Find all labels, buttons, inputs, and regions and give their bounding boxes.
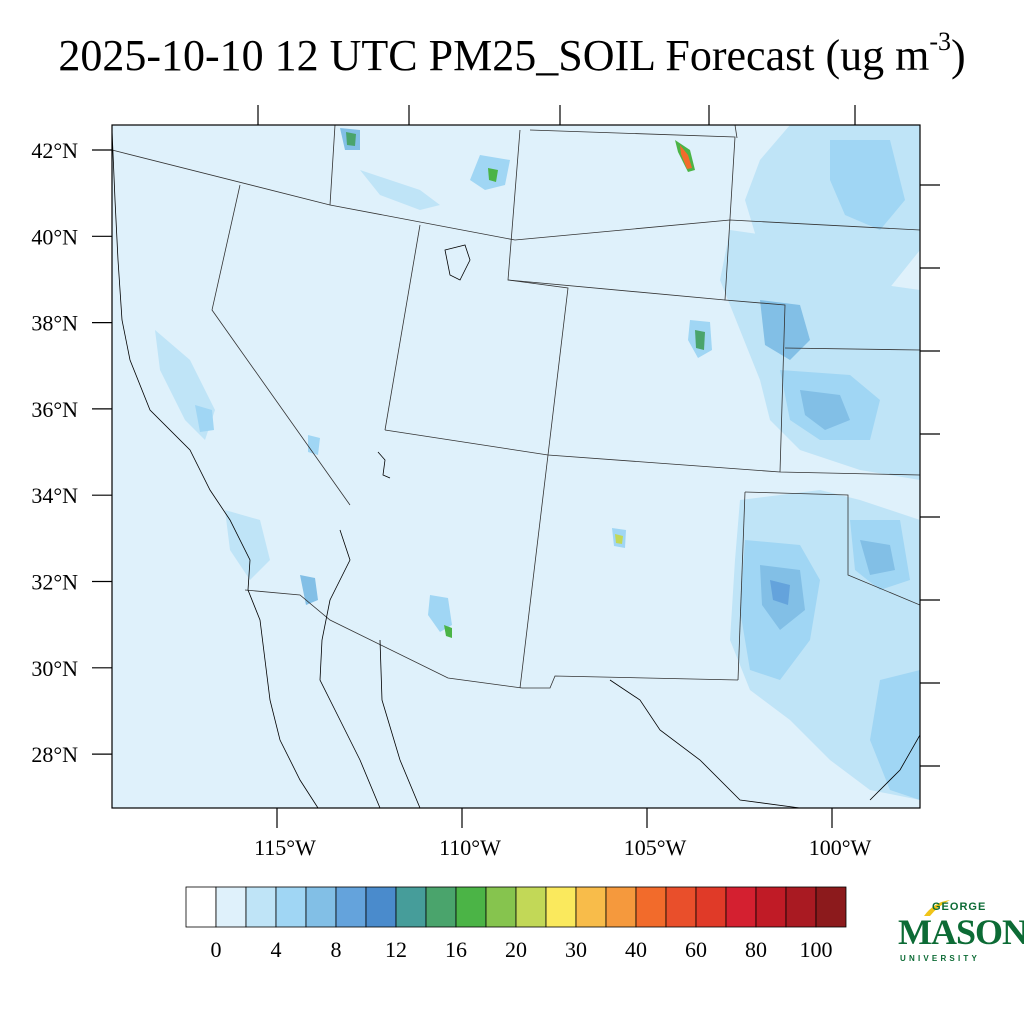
colorbar-swatch [635, 886, 667, 928]
lat-label: 32°N [31, 570, 78, 595]
colorbar-label: 60 [685, 937, 707, 962]
colorbar-swatch [305, 886, 337, 928]
colorbar-label: 40 [625, 937, 647, 962]
title-text: 2025-10-10 12 UTC PM25_SOIL Forecast (ug… [58, 31, 930, 80]
colorbar-label: 8 [331, 937, 342, 962]
lat-label: 34°N [31, 483, 78, 508]
colorbar-swatch [815, 886, 847, 928]
colorbar-swatch [785, 886, 817, 928]
title-superscript: -3 [929, 27, 951, 56]
map-title: 2025-10-10 12 UTC PM25_SOIL Forecast (ug… [0, 27, 1024, 81]
concentration-field [155, 125, 920, 800]
lat-label: 36°N [31, 397, 78, 422]
lon-label: 115°W [254, 835, 316, 860]
lat-label: 40°N [31, 224, 78, 249]
lat-label: 38°N [31, 311, 78, 336]
map-boundaries [112, 125, 920, 808]
colorbar-swatch [395, 886, 427, 928]
logo-university: UNIVERSITY [900, 954, 981, 963]
lat-label: 42°N [31, 138, 78, 163]
colorbar-swatch [575, 886, 607, 928]
logo-mason: MASON [898, 912, 1024, 952]
colorbar-label: 12 [385, 937, 407, 962]
colorbar-swatch [545, 886, 577, 928]
colorbar-label: 4 [271, 937, 282, 962]
logo-george: GEORGE [932, 901, 987, 913]
lon-label: 100°W [809, 835, 872, 860]
lon-label: 110°W [439, 835, 501, 860]
university-logo: GEORGE MASON UNIVERSITY [896, 898, 1024, 970]
frame-ticks [257, 105, 940, 767]
lat-label: 30°N [31, 656, 78, 681]
colorbar-swatch [485, 886, 517, 928]
latitude-axis: 42°N 40°N 38°N 36°N 34°N 32°N 30°N 28°N [31, 138, 112, 767]
colorbar-label: 80 [745, 937, 767, 962]
colorbar-swatch [515, 886, 547, 928]
colorbar-swatch [755, 886, 787, 928]
colorbar-label: 20 [505, 937, 527, 962]
colorbar-swatch [695, 886, 727, 928]
lat-label: 28°N [31, 742, 78, 767]
colorbar-swatch [335, 886, 367, 928]
colorbar-swatch [185, 886, 217, 928]
colorbar-swatch [455, 886, 487, 928]
colorbar-swatch [365, 886, 397, 928]
colorbar-label: 0 [211, 937, 222, 962]
lon-label: 105°W [624, 835, 687, 860]
map-frame [111, 124, 921, 809]
colorbar-swatch [725, 886, 757, 928]
colorbar-swatch [605, 886, 637, 928]
colorbar-label: 16 [445, 937, 467, 962]
colorbar-swatch [665, 886, 697, 928]
logo-swoosh [924, 900, 950, 916]
colorbar-swatch [215, 886, 247, 928]
colorbar-swatch [425, 886, 457, 928]
colorbar-label: 30 [565, 937, 587, 962]
longitude-axis: 115°W 110°W 105°W 100°W [254, 808, 872, 860]
colorbar-label: 100 [800, 937, 833, 962]
colorbar-swatch [245, 886, 277, 928]
title-close: ) [951, 31, 966, 80]
colorbar: 0 4 8 12 16 20 30 40 60 80 100 [185, 886, 847, 962]
colorbar-swatch [275, 886, 307, 928]
